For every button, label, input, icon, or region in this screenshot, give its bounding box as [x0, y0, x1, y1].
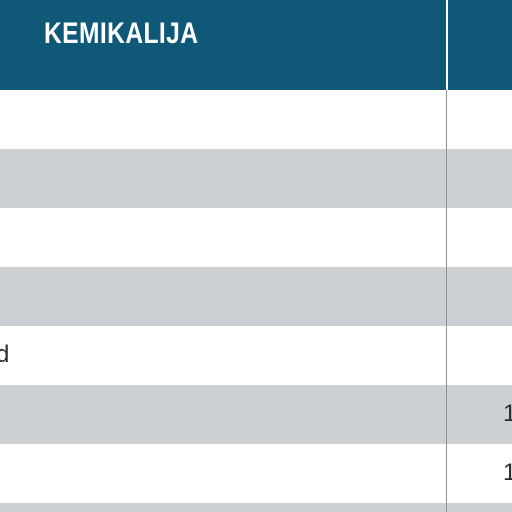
table-row	[0, 90, 512, 149]
table-row: 1	[0, 385, 512, 444]
table-row: d	[0, 326, 512, 385]
cell-right: 1	[503, 459, 512, 486]
table-row	[0, 267, 512, 326]
table-header: KEMIKALIJA	[0, 0, 512, 90]
cell-left: d	[0, 341, 10, 368]
cell-right: 1	[503, 400, 512, 427]
column-header-chemical: KEMIKALIJA	[44, 17, 199, 50]
table-row	[0, 503, 512, 512]
table-row	[0, 149, 512, 208]
header-divider	[446, 0, 448, 90]
table-row	[0, 208, 512, 267]
column-divider	[446, 90, 447, 512]
table-row: 1	[0, 444, 512, 503]
